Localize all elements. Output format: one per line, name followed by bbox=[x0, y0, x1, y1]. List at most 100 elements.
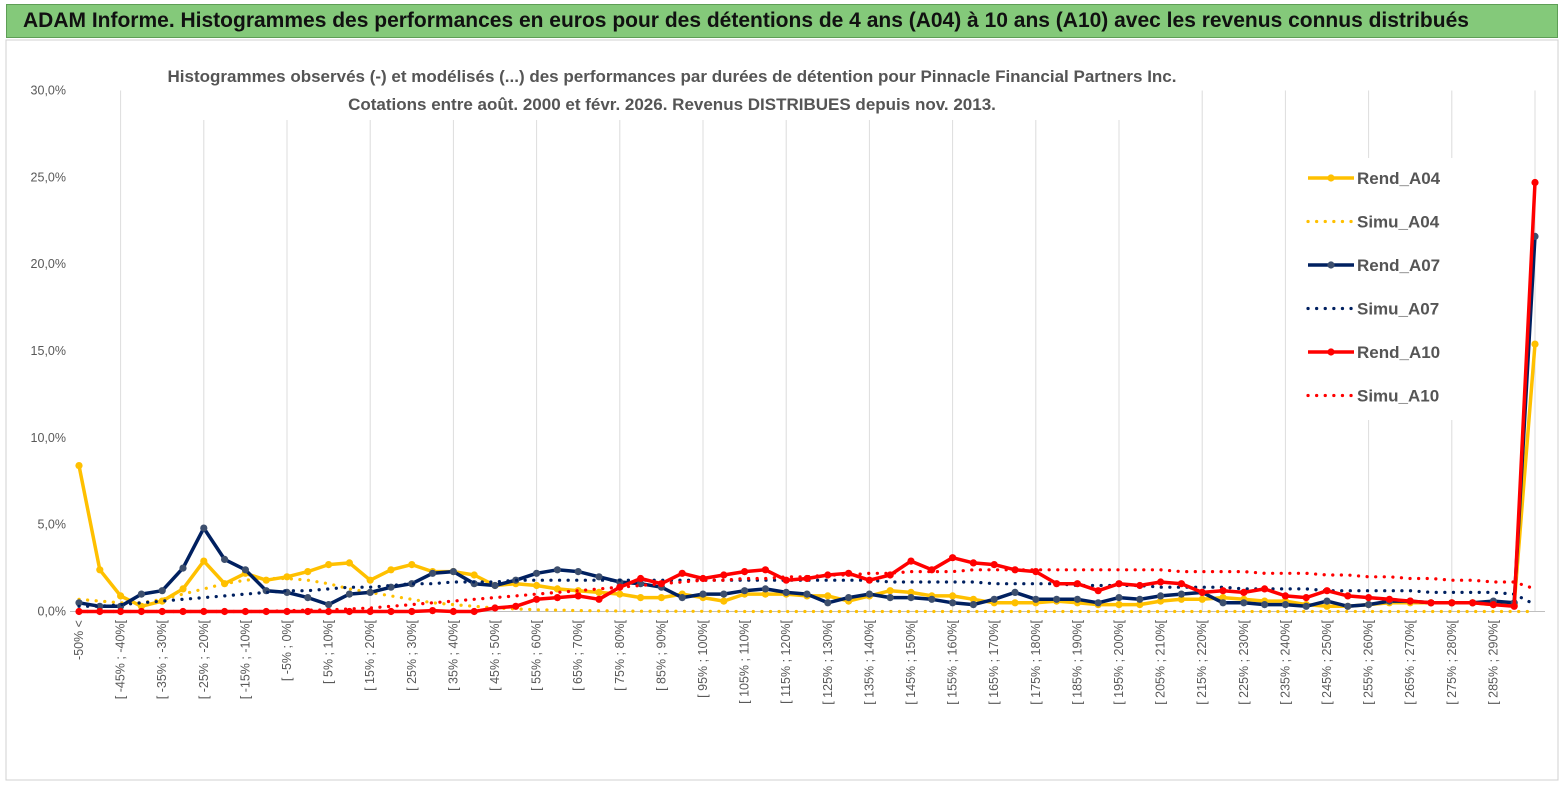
point-Rend_A04-31 bbox=[720, 597, 728, 605]
x-tick-label-58: [ 235% ; 240%[ bbox=[1278, 619, 1292, 704]
point-Rend_A07-59 bbox=[1302, 602, 1310, 610]
point-Rend_A04-13 bbox=[345, 559, 353, 567]
point-Rend_A04-10 bbox=[283, 573, 291, 581]
point-Rend_A07-26 bbox=[616, 578, 624, 586]
point-Rend_A07-38 bbox=[865, 590, 874, 598]
point-Rend_A04-43 bbox=[969, 595, 978, 603]
x-tick-label-66: [ 275% ; 280%[ bbox=[1445, 619, 1459, 704]
point-Rend_A10-70 bbox=[1531, 178, 1539, 187]
y-tick-label-0: 0,0% bbox=[38, 605, 67, 619]
point-Rend_A07-23 bbox=[553, 566, 562, 574]
x-tick-label-32: [ 105% ; 110%[ bbox=[738, 619, 752, 703]
point-Rend_A04-45 bbox=[1011, 599, 1019, 607]
y-tick-label-3: 15,0% bbox=[31, 344, 66, 358]
y-tick-label-6: 30,0% bbox=[31, 84, 66, 98]
x-tick-label-54: [ 215% ; 220%[ bbox=[1195, 619, 1209, 704]
y-tick-label-2: 10,0% bbox=[31, 431, 66, 445]
x-tick-label-36: [ 125% ; 130%[ bbox=[821, 619, 835, 704]
point-Rend_A07-18 bbox=[449, 568, 457, 576]
point-Rend_A07-61 bbox=[1344, 602, 1352, 610]
x-tick-label-16: [ 25% ; 30%[ bbox=[405, 619, 419, 690]
point-Rend_A10-6 bbox=[200, 607, 208, 616]
x-tick-label-68: [ 285% ; 290%[ bbox=[1486, 619, 1500, 704]
point-Rend_A07-7 bbox=[221, 555, 229, 564]
x-tick-label-0: -50% < bbox=[72, 620, 86, 660]
x-tick-label-40: [ 145% ; 150%[ bbox=[904, 619, 918, 704]
point-Rend_A07-1 bbox=[96, 602, 104, 610]
point-Rend_A07-42 bbox=[949, 599, 957, 607]
x-tick-label-4: [ -35% ; -30%[ bbox=[155, 619, 169, 699]
point-Rend_A10-9 bbox=[262, 607, 270, 616]
point-Rend_A04-6 bbox=[200, 557, 208, 565]
point-Rend_A07-0 bbox=[75, 599, 83, 607]
legend-marker-Rend_A10 bbox=[1327, 348, 1335, 356]
point-Rend_A07-45 bbox=[1011, 588, 1019, 597]
point-Rend_A10-51 bbox=[1136, 581, 1144, 590]
point-Rend_A07-17 bbox=[429, 569, 437, 577]
legend-item-Simu_A10: Simu_A10 bbox=[1306, 387, 1439, 406]
point-Rend_A07-16 bbox=[408, 580, 416, 588]
point-Rend_A04-26 bbox=[616, 590, 624, 598]
point-Rend_A07-33 bbox=[761, 585, 770, 593]
x-tick-label-28: [ 85% ; 90%[ bbox=[654, 619, 668, 690]
report-banner-title: ADAM Informe. Histogrammes des performan… bbox=[23, 9, 1469, 32]
legend-label-Simu_A07: Simu_A07 bbox=[1357, 300, 1439, 319]
point-Rend_A10-31 bbox=[720, 571, 728, 579]
point-Rend_A07-56 bbox=[1240, 599, 1248, 607]
point-Rend_A07-20 bbox=[491, 581, 499, 590]
legend-box bbox=[1290, 158, 1460, 420]
point-Rend_A04-60 bbox=[1323, 602, 1331, 610]
point-Rend_A04-16 bbox=[408, 561, 416, 569]
point-Rend_A10-61 bbox=[1344, 592, 1352, 600]
point-Rend_A04-50 bbox=[1115, 601, 1123, 609]
point-Rend_A10-21 bbox=[512, 602, 520, 610]
point-Rend_A04-51 bbox=[1136, 601, 1144, 609]
point-Rend_A07-31 bbox=[720, 590, 728, 598]
x-tick-label-44: [ 165% ; 170%[ bbox=[987, 619, 1001, 704]
point-Rend_A10-65 bbox=[1427, 599, 1435, 607]
point-Rend_A07-50 bbox=[1115, 594, 1123, 602]
point-Rend_A10-60 bbox=[1323, 587, 1331, 595]
x-tick-label-60: [ 245% ; 250%[ bbox=[1320, 619, 1334, 704]
point-Rend_A10-56 bbox=[1240, 588, 1248, 597]
legend-item-Simu_A07: Simu_A07 bbox=[1306, 300, 1439, 319]
y-tick-label-4: 20,0% bbox=[31, 257, 66, 271]
point-Rend_A07-35 bbox=[803, 590, 811, 598]
point-Rend_A10-59 bbox=[1302, 594, 1310, 602]
x-tick-label-50: [ 195% ; 200%[ bbox=[1112, 619, 1126, 704]
axes: 0,0% 5,0% 10,0% 15,0% 20,0% 25,0% 30,0% -50% < [… bbox=[31, 84, 1545, 705]
point-Rend_A10-15 bbox=[387, 607, 395, 616]
x-tick-label-12: [ 5% ; 10%[ bbox=[322, 619, 336, 683]
point-Rend_A10-50 bbox=[1115, 580, 1123, 588]
point-Rend_A10-1 bbox=[96, 607, 104, 616]
point-Rend_A10-18 bbox=[449, 607, 457, 616]
point-Rend_A10-25 bbox=[595, 595, 603, 603]
point-Rend_A07-44 bbox=[990, 595, 998, 603]
point-Rend_A07-49 bbox=[1094, 599, 1102, 607]
point-Rend_A07-60 bbox=[1323, 597, 1331, 605]
report-banner: ADAM Informe. Histogrammes des performan… bbox=[6, 4, 1558, 38]
point-Rend_A07-40 bbox=[907, 594, 915, 602]
point-Rend_A07-52 bbox=[1157, 592, 1165, 600]
x-tick-label-6: [ -25% ; -20%[ bbox=[197, 619, 211, 699]
point-Rend_A04-12 bbox=[325, 561, 333, 569]
point-Rend_A07-11 bbox=[304, 594, 312, 602]
point-Rend_A07-34 bbox=[782, 588, 790, 597]
point-Rend_A10-13 bbox=[345, 607, 353, 616]
point-Rend_A10-46 bbox=[1032, 568, 1040, 576]
point-Rend_A04-28 bbox=[657, 594, 666, 602]
point-Rend_A10-3 bbox=[137, 607, 145, 616]
point-Rend_A04-23 bbox=[553, 585, 562, 593]
point-Rend_A04-54 bbox=[1198, 595, 1206, 603]
point-Rend_A10-62 bbox=[1365, 594, 1373, 602]
point-Rend_A07-25 bbox=[595, 573, 603, 581]
point-Rend_A04-22 bbox=[533, 581, 541, 590]
point-Rend_A07-43 bbox=[969, 601, 978, 609]
point-Rend_A04-5 bbox=[179, 585, 187, 593]
point-Rend_A10-43 bbox=[969, 559, 978, 567]
x-tick-label-48: [ 185% ; 190%[ bbox=[1070, 619, 1084, 704]
legend-label-Rend_A04: Rend_A04 bbox=[1357, 169, 1441, 188]
point-Rend_A07-6 bbox=[200, 524, 208, 532]
x-tick-label-64: [ 265% ; 270%[ bbox=[1403, 619, 1417, 704]
